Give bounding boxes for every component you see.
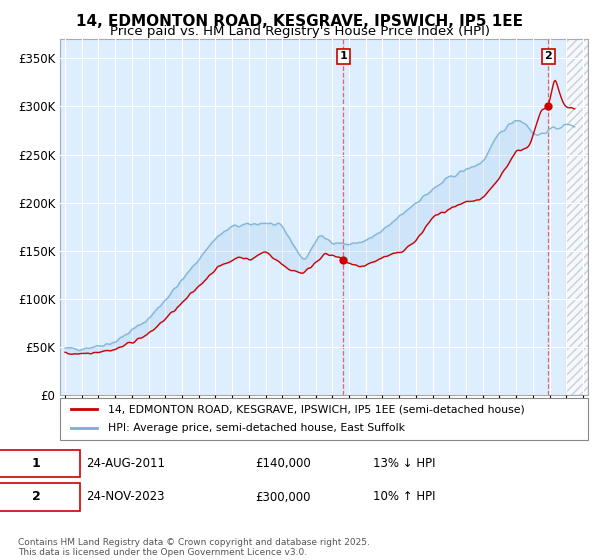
Text: 24-AUG-2011: 24-AUG-2011 (86, 457, 164, 470)
Text: 1: 1 (340, 52, 347, 62)
Text: 24-NOV-2023: 24-NOV-2023 (86, 491, 164, 503)
FancyBboxPatch shape (60, 398, 588, 440)
Text: £300,000: £300,000 (255, 491, 310, 503)
Text: Price paid vs. HM Land Registry's House Price Index (HPI): Price paid vs. HM Land Registry's House … (110, 25, 490, 38)
Text: 14, EDMONTON ROAD, KESGRAVE, IPSWICH, IP5 1EE: 14, EDMONTON ROAD, KESGRAVE, IPSWICH, IP… (77, 14, 523, 29)
Text: 1: 1 (32, 457, 40, 470)
FancyBboxPatch shape (0, 450, 80, 477)
Text: £140,000: £140,000 (255, 457, 311, 470)
Text: Contains HM Land Registry data © Crown copyright and database right 2025.
This d: Contains HM Land Registry data © Crown c… (18, 538, 370, 557)
Text: 10% ↑ HPI: 10% ↑ HPI (373, 491, 436, 503)
Text: HPI: Average price, semi-detached house, East Suffolk: HPI: Average price, semi-detached house,… (107, 423, 404, 433)
Text: 2: 2 (32, 491, 40, 503)
Text: 14, EDMONTON ROAD, KESGRAVE, IPSWICH, IP5 1EE (semi-detached house): 14, EDMONTON ROAD, KESGRAVE, IPSWICH, IP… (107, 404, 524, 414)
Text: 2: 2 (544, 52, 552, 62)
Text: 13% ↓ HPI: 13% ↓ HPI (373, 457, 436, 470)
FancyBboxPatch shape (0, 483, 80, 511)
